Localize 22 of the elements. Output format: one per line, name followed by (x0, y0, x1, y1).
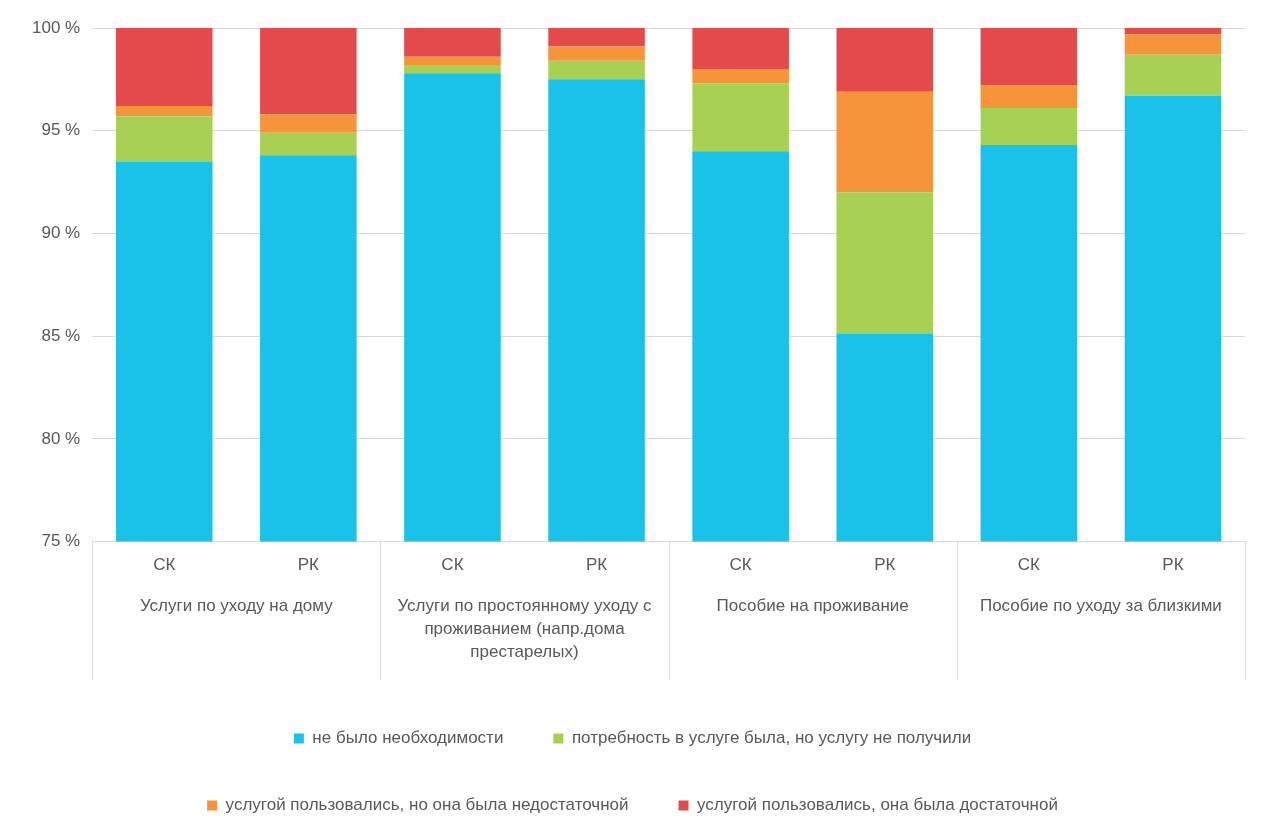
x-tick-label: РК (1162, 555, 1184, 575)
text: Услуги по простоянному уходу с проживанием (напр.дома престарелых) (397, 595, 653, 661)
x-tick-label: СК (729, 555, 752, 575)
x-tick-label: РК (585, 555, 608, 575)
y-tick-label: 95 % (41, 120, 81, 140)
y-tick-label: 80 % (41, 428, 81, 448)
y-tick-label: 90 % (41, 223, 81, 243)
x-tick-label: РК (297, 555, 320, 575)
legend-label: потребность в услуге была, но услугу не получили (571, 728, 972, 748)
legend-label: не было необходимости (312, 728, 504, 748)
x-tick-label: СК (1017, 555, 1041, 575)
legend-label: услугой пользовались, но она была недостаточной (225, 795, 629, 815)
y-tick-label: 75 % (41, 531, 81, 551)
y-tick-label: 85 % (41, 325, 81, 345)
x-tick-label: СК (153, 555, 176, 575)
text: Пособие на проживание (716, 595, 909, 615)
x-tick-label: СК (441, 555, 464, 575)
legend-label: услугой пользовались, она была достаточной (697, 795, 1058, 815)
text: Услуги по уходу на дому (139, 595, 334, 615)
x-tick-label: РК (874, 555, 896, 575)
text: Пособие по уходу за близкими (979, 595, 1222, 615)
y-tick-label: 100 % (32, 17, 81, 37)
